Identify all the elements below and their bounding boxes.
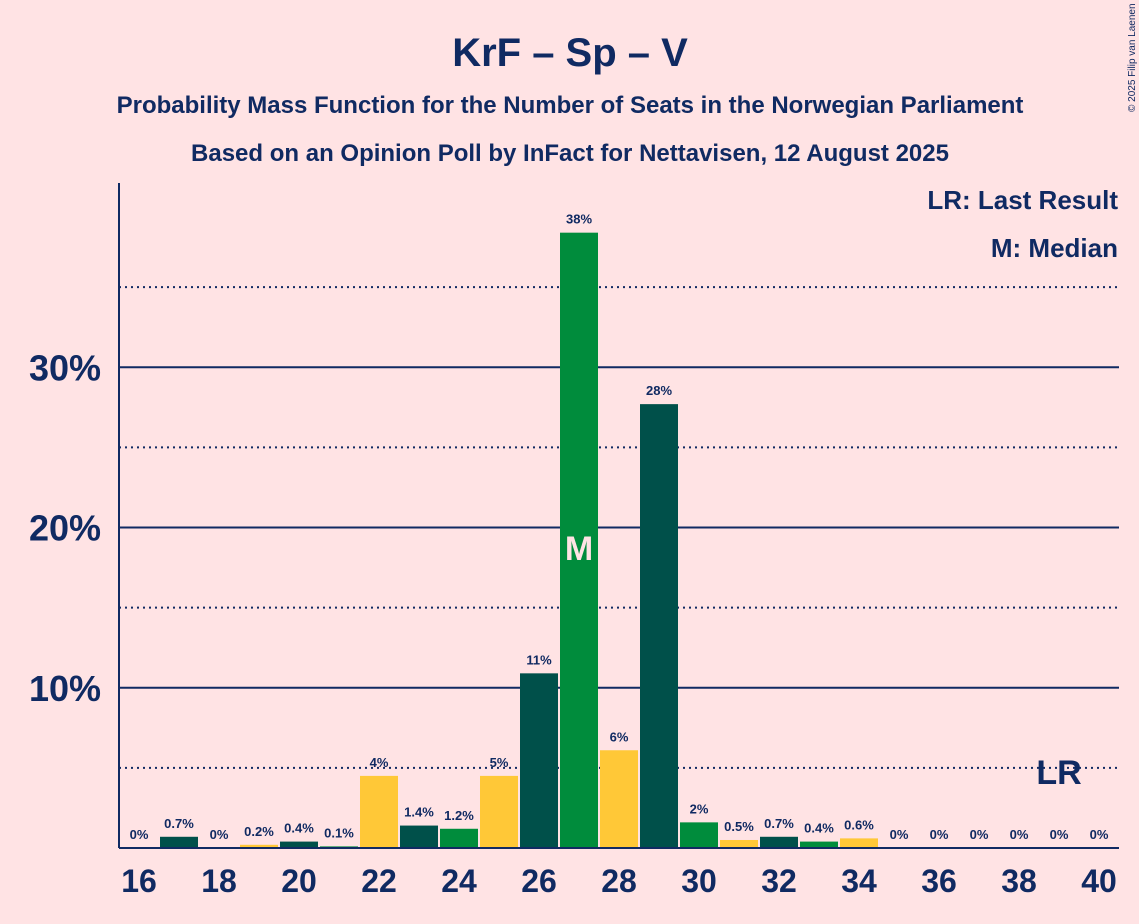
bars xyxy=(160,232,878,849)
data-label-seat-36: 0% xyxy=(930,827,949,842)
x-tick-label: 26 xyxy=(521,863,557,899)
chart-title: KrF – Sp – V xyxy=(452,31,688,75)
data-label-seat-32: 0.7% xyxy=(764,816,794,831)
data-label-seat-37: 0% xyxy=(970,827,989,842)
data-label-seat-20: 0.4% xyxy=(284,821,314,836)
y-axis-ticks: 10% 20% 30% xyxy=(29,347,101,708)
data-labels: 0% 0.7% 0% 0.2% 0.4% 0.1% 4% 1.4% 1.2% 5% 11% 38% 6%… xyxy=(130,212,1109,842)
data-label-seat-33: 0.4% xyxy=(804,821,834,836)
x-tick-label: 20 xyxy=(281,863,317,899)
y-tick-label: 10% xyxy=(29,668,101,709)
bar-seat-30 xyxy=(680,822,718,848)
data-label-seat-38: 0% xyxy=(1010,827,1029,842)
data-label-seat-34: 0.6% xyxy=(844,817,874,832)
data-label-seat-26: 11% xyxy=(526,652,552,667)
x-tick-label: 28 xyxy=(601,863,637,899)
data-label-seat-35: 0% xyxy=(890,827,909,842)
legend-median: M: Median xyxy=(991,233,1118,263)
bar-seat-22 xyxy=(360,775,398,848)
y-tick-label: 30% xyxy=(29,347,101,388)
data-label-seat-31: 0.5% xyxy=(724,819,754,834)
x-tick-label: 18 xyxy=(201,863,237,899)
chart-subtitle-2: Based on an Opinion Poll by InFact for N… xyxy=(191,140,949,167)
x-tick-label: 40 xyxy=(1081,863,1117,899)
data-label-seat-16: 0% xyxy=(130,827,149,842)
markers: M LR xyxy=(565,530,1082,792)
bar-seat-19 xyxy=(240,844,278,848)
copyright-note: © 2025 Filip van Laenen xyxy=(1127,3,1138,112)
legend-last-result: LR: Last Result xyxy=(927,185,1118,215)
bar-seat-24 xyxy=(440,828,478,848)
bar-seat-26 xyxy=(520,673,558,848)
y-tick-label: 20% xyxy=(29,508,101,549)
x-tick-label: 34 xyxy=(841,863,877,899)
data-label-seat-29: 28% xyxy=(646,383,672,398)
x-tick-label: 38 xyxy=(1001,863,1037,899)
bar-seat-34 xyxy=(840,838,878,848)
x-tick-label: 22 xyxy=(361,863,397,899)
data-label-seat-25: 5% xyxy=(490,755,509,770)
x-tick-label: 30 xyxy=(681,863,717,899)
bar-seat-32 xyxy=(760,836,798,848)
data-label-seat-19: 0.2% xyxy=(244,824,274,839)
median-marker: M xyxy=(565,530,593,568)
x-tick-label: 24 xyxy=(441,863,477,899)
data-label-seat-22: 4% xyxy=(370,755,389,770)
data-label-seat-40: 0% xyxy=(1090,827,1109,842)
gridlines xyxy=(119,286,1119,769)
data-label-seat-39: 0% xyxy=(1050,827,1069,842)
bar-seat-27 xyxy=(560,232,598,849)
data-label-seat-24: 1.2% xyxy=(444,808,474,823)
data-label-seat-30: 2% xyxy=(690,801,709,816)
bar-seat-20 xyxy=(280,841,318,848)
data-label-seat-18: 0% xyxy=(210,827,229,842)
data-label-seat-21: 0.1% xyxy=(324,825,354,840)
data-label-seat-27: 38% xyxy=(566,212,592,227)
data-label-seat-28: 6% xyxy=(610,729,629,744)
bar-seat-17 xyxy=(160,836,198,848)
x-tick-label: 36 xyxy=(921,863,957,899)
data-label-seat-17: 0.7% xyxy=(164,816,194,831)
x-tick-label: 16 xyxy=(121,863,157,899)
bar-seat-31 xyxy=(720,839,758,848)
x-tick-label: 32 xyxy=(761,863,797,899)
bar-seat-25 xyxy=(480,775,518,848)
bar-seat-33 xyxy=(800,841,838,848)
chart-subtitle-1: Probability Mass Function for the Number… xyxy=(117,92,1024,119)
bar-seat-29 xyxy=(640,404,678,848)
bar-seat-23 xyxy=(400,825,438,848)
data-label-seat-23: 1.4% xyxy=(404,805,434,820)
bar-seat-28 xyxy=(600,750,638,848)
x-axis-ticks: 16 18 20 22 24 26 28 30 32 34 36 38 40 xyxy=(121,863,1117,899)
last-result-marker: LR xyxy=(1036,754,1081,792)
